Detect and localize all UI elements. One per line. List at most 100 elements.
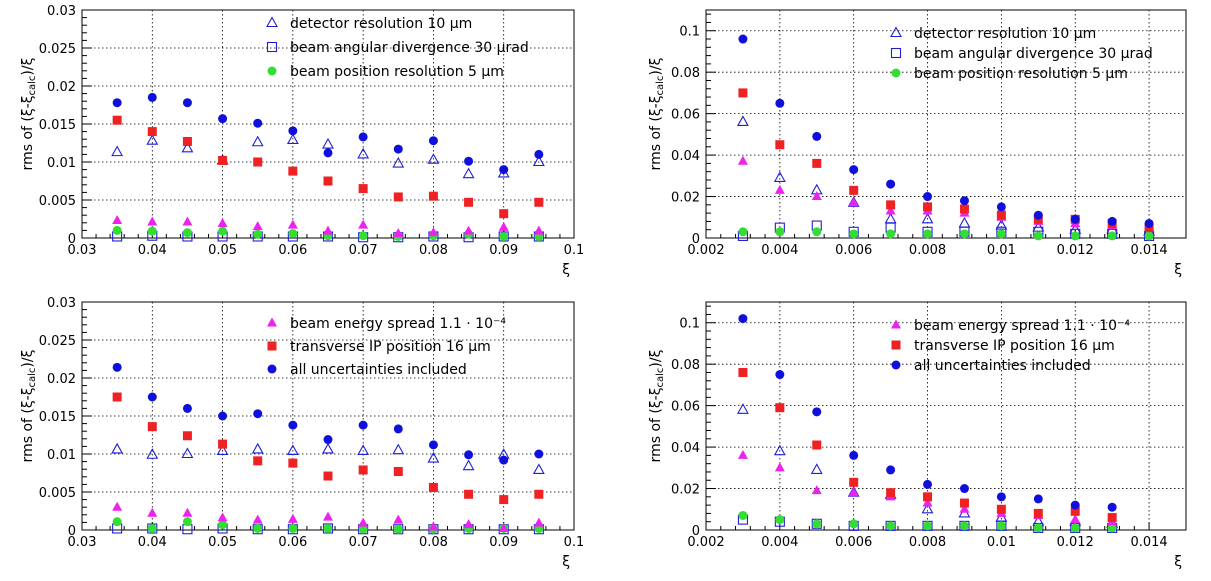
data-point [996,521,1006,531]
data-point [288,126,298,136]
data-point [182,507,193,517]
data-point [182,136,192,146]
data-point [534,449,544,459]
data-point [959,229,969,239]
data-point [182,216,193,226]
data-point [181,447,194,459]
x-tick-label: 0.006 [835,535,872,550]
legend-marker [266,16,278,28]
data-point [774,184,785,194]
x-tick-label: 0.006 [835,243,872,258]
data-point [923,492,933,502]
data-point [464,156,474,166]
x-tick-label: 0.002 [687,535,724,550]
data-point [738,367,748,377]
data-point [1107,513,1117,523]
data-point [112,517,122,527]
legend-label: detector resolution 10 μm [914,26,1096,42]
data-point [288,420,298,430]
data-point [849,185,859,195]
x-tick-label: 0.008 [909,243,946,258]
data-point [253,118,263,128]
legend-marker [890,26,902,38]
data-point [533,225,544,235]
data-point [922,497,933,507]
legend-marker [891,319,901,329]
x-tick-label: 0.06 [278,243,307,258]
data-point [393,514,404,524]
data-point [358,231,368,241]
data-point [1107,502,1117,512]
data-point [534,489,544,499]
data-point [112,225,122,235]
data-point [462,167,475,179]
data-point [775,370,785,380]
data-point [812,158,822,168]
data-point [959,498,969,508]
data-point [147,523,157,533]
data-point [428,136,438,146]
y-tick-label: 0.1 [679,317,700,332]
data-point [1033,494,1043,504]
data-point [848,197,859,207]
y-tick-label: 0 [68,524,76,539]
data-point [811,191,822,201]
data-point [886,488,896,498]
data-point [147,127,157,137]
y-tick-label: 0.08 [671,358,700,373]
data-point [921,502,934,514]
legend-marker [267,317,277,327]
data-point [959,521,969,531]
legend-marker [890,47,902,59]
y-tick-label: 0.005 [39,486,76,501]
data-point [392,156,405,168]
y-tick-label: 0 [692,524,700,539]
data-point [358,465,368,475]
data-point [323,435,333,445]
data-point [736,115,749,126]
data-point [996,504,1006,514]
data-point [428,482,438,492]
x-tick-label: 0.004 [761,535,798,550]
data-point [959,484,969,494]
data-point [288,166,298,176]
data-point [775,98,785,108]
data-point [358,517,369,527]
data-point [959,503,970,513]
chart-panel-3: 0.03 0.04 0.05 0.06 0.07 0.08 0.09 0.1 0 0.005 0.0… [20,296,584,570]
data-point [322,442,334,454]
x-tick-label: 0.012 [1057,243,1094,258]
data-point [218,114,228,124]
plot-frame [705,9,1187,239]
data-point [995,218,1008,230]
y-tick-label: 0 [68,232,76,247]
x-tick-label: 0.01 [987,243,1016,258]
y-tick-label: 0.02 [47,80,76,95]
data-point [253,229,263,239]
data-point [112,501,123,511]
data-point [286,444,299,456]
data-point [182,228,192,238]
x-tick-label: 0.014 [1130,535,1167,550]
x-tick-label: 0.03 [68,243,97,258]
data-point [848,487,859,497]
x-tick-label: 0.1 [564,535,585,550]
legend-label: transverse IP position 16 μm [290,339,491,355]
data-point [1107,523,1117,533]
data-point [775,227,785,237]
legend-label: detector resolution 10 μm [290,16,472,32]
data-point [252,221,263,231]
series-energy [112,501,544,532]
y-tick-label: 0.02 [671,483,700,498]
data-point [738,510,748,520]
data-point [1070,514,1081,524]
y-tick-label: 0.015 [39,118,76,133]
data-point [463,225,474,235]
data-point [1107,216,1117,226]
y-tick-label: 0.005 [39,194,76,209]
data-point [251,442,264,454]
data-point [812,440,822,450]
data-point [532,463,545,475]
x-tick-label: 0.08 [419,535,448,550]
